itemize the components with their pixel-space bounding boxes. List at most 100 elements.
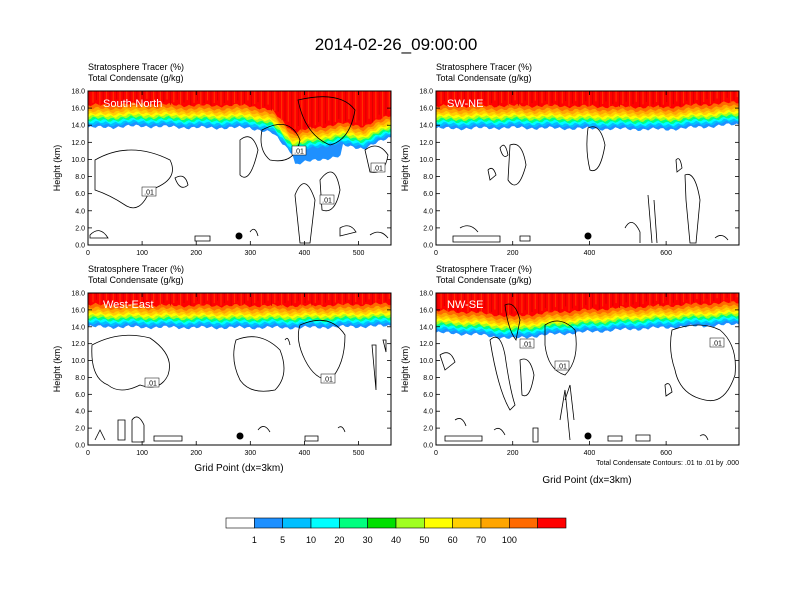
x-tick-label: 400 bbox=[584, 450, 596, 457]
colorbar-box bbox=[282, 517, 312, 529]
condensate-contours bbox=[439, 303, 736, 443]
panel-west-east: Stratosphere Tracer (%) Total Condensate… bbox=[52, 264, 392, 474]
y-tick-label: 18.0 bbox=[71, 89, 85, 96]
panel-title-line-1: Stratosphere Tracer (%) bbox=[88, 62, 184, 72]
contour-label: .01 bbox=[554, 360, 570, 371]
x-tick-label: 0 bbox=[434, 250, 438, 257]
colorbar-label: 60 bbox=[448, 535, 458, 545]
colorbar-box bbox=[424, 517, 453, 529]
y-tick-label: 6.0 bbox=[423, 392, 433, 399]
condensate-contours bbox=[89, 96, 389, 244]
y-tick-label: 12.0 bbox=[419, 140, 433, 147]
contour-label: .01 bbox=[709, 337, 725, 348]
x-tick-label: 0 bbox=[86, 450, 90, 457]
x-tick-label: 600 bbox=[660, 250, 672, 257]
y-tick-label: 14.0 bbox=[419, 324, 433, 331]
plot-frame bbox=[87, 292, 392, 446]
colorbar-box bbox=[339, 517, 368, 529]
panel-label: South-North bbox=[103, 98, 162, 110]
y-tick-label: 14.0 bbox=[419, 123, 433, 130]
y-axis: 0.0 2.0 4.0 6.0 8.0 10.0 12.0 14.0 16.0 18.0 bbox=[419, 291, 739, 450]
panel-south-north: Stratosphere Tracer (%) Total Condensate… bbox=[52, 62, 392, 257]
colorbar-label: 100 bbox=[502, 535, 517, 545]
contour-label-text: .01 bbox=[323, 377, 333, 384]
colorbar-label: 70 bbox=[476, 535, 486, 545]
y-tick-label: 4.0 bbox=[75, 208, 85, 215]
y-tick-label: 2.0 bbox=[423, 426, 433, 433]
tracer-fill bbox=[436, 293, 739, 340]
y-tick-label: 14.0 bbox=[71, 123, 85, 130]
x-tick-label: 300 bbox=[244, 450, 256, 457]
y-tick-label: 10.0 bbox=[419, 157, 433, 164]
y-axis-label: Height (km) bbox=[52, 145, 62, 192]
colorbar-box bbox=[452, 517, 482, 529]
colorbar-label: 20 bbox=[334, 535, 344, 545]
x-tick-label: 0 bbox=[434, 450, 438, 457]
contour-label-text: .01 bbox=[147, 381, 157, 388]
x-axis: 0 100 200 300 400 500 bbox=[86, 293, 364, 457]
panel-nw-se: Stratosphere Tracer (%) Total Condensate… bbox=[400, 264, 740, 486]
x-tick-label: 400 bbox=[299, 450, 311, 457]
y-tick-label: 18.0 bbox=[419, 291, 433, 298]
y-tick-label: 4.0 bbox=[423, 409, 433, 416]
y-tick-label: 18.0 bbox=[71, 291, 85, 298]
location-marker bbox=[235, 232, 243, 240]
panel-title-line-2: Total Condensate (g/kg) bbox=[436, 275, 532, 285]
y-tick-label: 6.0 bbox=[75, 191, 85, 198]
y-tick-label: 8.0 bbox=[423, 174, 433, 181]
location-marker bbox=[584, 432, 592, 440]
colorbar-label: 10 bbox=[306, 535, 316, 545]
panel-title-line-2: Total Condensate (g/kg) bbox=[88, 275, 184, 285]
contour-label: .01 bbox=[291, 145, 307, 156]
contour-label: .01 bbox=[370, 162, 386, 173]
contour-label: .01 bbox=[141, 186, 157, 197]
y-axis: 0.0 2.0 4.0 6.0 8.0 10.0 12.0 14.0 16.0 18.0 bbox=[71, 291, 391, 450]
y-tick-label: 10.0 bbox=[71, 157, 85, 164]
y-axis-label: Height (km) bbox=[52, 346, 62, 393]
panel-sw-ne: Stratosphere Tracer (%) Total Condensate… bbox=[400, 62, 740, 257]
x-axis-label: Grid Point (dx=3km) bbox=[542, 475, 631, 486]
y-tick-label: 16.0 bbox=[419, 106, 433, 113]
colorbar-label: 40 bbox=[391, 535, 401, 545]
location-marker bbox=[584, 232, 592, 240]
y-tick-label: 12.0 bbox=[71, 140, 85, 147]
y-tick-label: 18.0 bbox=[419, 89, 433, 96]
x-tick-label: 500 bbox=[353, 250, 365, 257]
y-tick-label: 4.0 bbox=[75, 409, 85, 416]
x-tick-label: 200 bbox=[507, 250, 519, 257]
contour-label: .01 bbox=[519, 338, 535, 349]
y-tick-label: 0.0 bbox=[75, 243, 85, 250]
y-tick-label: 12.0 bbox=[71, 341, 85, 348]
y-tick-label: 16.0 bbox=[71, 106, 85, 113]
condensate-contours bbox=[452, 126, 729, 244]
colorbar-box bbox=[480, 517, 510, 529]
y-tick-label: 0.0 bbox=[423, 443, 433, 450]
y-tick-label: 2.0 bbox=[75, 225, 85, 232]
x-tick-label: 400 bbox=[584, 250, 596, 257]
y-axis: 0.0 2.0 4.0 6.0 8.0 10.0 12.0 14.0 16.0 18.0 bbox=[419, 89, 739, 250]
tracer-fill bbox=[88, 293, 391, 330]
panel-title-line-1: Stratosphere Tracer (%) bbox=[88, 264, 184, 274]
x-tick-label: 400 bbox=[299, 250, 311, 257]
x-axis-label: Grid Point (dx=3km) bbox=[194, 463, 283, 474]
contour-label-text: .01 bbox=[522, 342, 532, 349]
colorbar-label: 30 bbox=[363, 535, 373, 545]
colorbar-box bbox=[537, 517, 567, 529]
y-tick-label: 10.0 bbox=[419, 358, 433, 365]
contour-label-text: .01 bbox=[557, 364, 567, 371]
tracer-fill bbox=[436, 91, 739, 131]
colorbar-box bbox=[225, 517, 255, 529]
x-tick-label: 500 bbox=[353, 450, 365, 457]
panel-title-line-1: Stratosphere Tracer (%) bbox=[436, 264, 532, 274]
x-tick-label: 200 bbox=[190, 250, 202, 257]
y-tick-label: 14.0 bbox=[71, 324, 85, 331]
panel-title-line-2: Total Condensate (g/kg) bbox=[88, 73, 184, 83]
contour-label-text: .01 bbox=[322, 198, 332, 205]
x-tick-label: 0 bbox=[86, 250, 90, 257]
y-tick-label: 8.0 bbox=[423, 375, 433, 382]
contour-label-text: .01 bbox=[712, 341, 722, 348]
colorbar-box bbox=[310, 517, 340, 529]
colorbar-box bbox=[509, 517, 538, 529]
colorbar-box bbox=[395, 517, 425, 529]
